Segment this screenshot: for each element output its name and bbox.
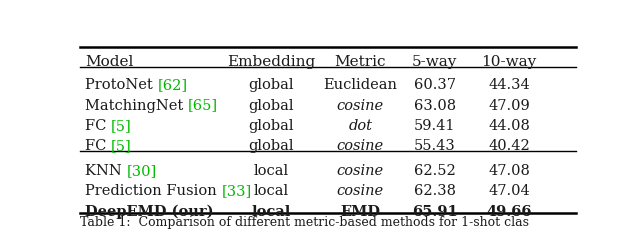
Text: global: global (248, 98, 294, 112)
Text: Model: Model (85, 54, 133, 69)
Text: global: global (248, 139, 294, 153)
Text: 10-way: 10-way (481, 54, 537, 69)
Text: ProtoNet: ProtoNet (85, 78, 157, 92)
Text: [62]: [62] (157, 78, 188, 92)
Text: cosine: cosine (337, 98, 384, 112)
Text: cosine: cosine (337, 139, 384, 153)
Text: global: global (248, 118, 294, 133)
Text: EMD: EMD (340, 204, 380, 218)
Text: cosine: cosine (337, 183, 384, 198)
Text: 65.91: 65.91 (412, 204, 458, 218)
Text: global: global (248, 78, 294, 92)
Text: cosine: cosine (337, 163, 384, 177)
Text: dot: dot (348, 118, 372, 133)
Text: Prediction Fusion: Prediction Fusion (85, 183, 221, 198)
Text: 59.41: 59.41 (414, 118, 456, 133)
Text: [5]: [5] (111, 118, 132, 133)
Text: 5-way: 5-way (412, 54, 458, 69)
Text: [33]: [33] (221, 183, 252, 198)
Text: 44.08: 44.08 (488, 118, 530, 133)
Text: [5]: [5] (111, 139, 132, 153)
Text: KNN: KNN (85, 163, 126, 177)
Text: 49.66: 49.66 (486, 204, 532, 218)
Text: Euclidean: Euclidean (323, 78, 397, 92)
Text: 62.38: 62.38 (413, 183, 456, 198)
Text: 47.04: 47.04 (488, 183, 530, 198)
Text: local: local (253, 183, 289, 198)
Text: 47.08: 47.08 (488, 163, 530, 177)
Text: 62.52: 62.52 (414, 163, 456, 177)
Text: MatchingNet: MatchingNet (85, 98, 188, 112)
Text: 63.08: 63.08 (413, 98, 456, 112)
Text: 44.34: 44.34 (488, 78, 530, 92)
Text: 60.37: 60.37 (413, 78, 456, 92)
Text: FC: FC (85, 139, 111, 153)
Text: 55.43: 55.43 (414, 139, 456, 153)
Text: [30]: [30] (126, 163, 157, 177)
Text: [65]: [65] (188, 98, 218, 112)
Text: local: local (252, 204, 291, 218)
Text: 40.42: 40.42 (488, 139, 530, 153)
Text: DeepEMD (our): DeepEMD (our) (85, 204, 214, 218)
Text: Table 1:  Comparison of different metric-based methods for 1-shot clas: Table 1: Comparison of different metric-… (80, 215, 529, 229)
Text: FC: FC (85, 118, 111, 133)
Text: Embedding: Embedding (227, 54, 315, 69)
Text: Metric: Metric (335, 54, 386, 69)
Text: local: local (253, 163, 289, 177)
Text: 47.09: 47.09 (488, 98, 530, 112)
